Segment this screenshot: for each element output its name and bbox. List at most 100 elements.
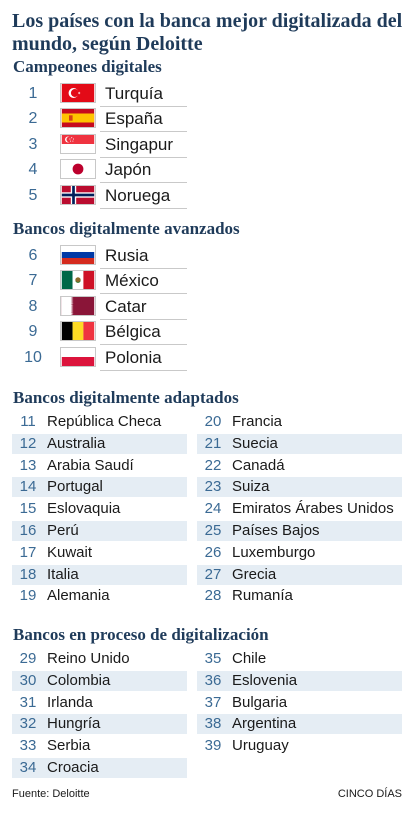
rank-number: 9 xyxy=(28,323,38,341)
section-title-process: Bancos en proceso de digitalización xyxy=(13,625,269,644)
rank-number: 11 xyxy=(20,413,36,430)
country-name: Irlanda xyxy=(47,693,93,711)
row-divider xyxy=(100,344,187,346)
section-title-adapted: Bancos digitalmente adaptados xyxy=(13,388,239,407)
table-row: 16 Perú xyxy=(12,521,187,541)
table-row: 33 Serbia xyxy=(12,736,187,756)
country-name: Eslovenia xyxy=(232,671,298,689)
table-row: 36 Eslovenia xyxy=(197,670,402,691)
table-row: 20 Francia xyxy=(197,412,402,432)
norway-flag xyxy=(60,184,96,205)
rank-number: 38 xyxy=(204,715,222,733)
japan-flag xyxy=(60,159,96,180)
ranking-row: 6 Rusia xyxy=(0,244,195,269)
rank-number: 28 xyxy=(204,587,222,605)
poland-flag xyxy=(60,346,96,367)
table-row: 24 Emiratos Árabes Unidos xyxy=(197,499,402,519)
ranking-row: 10 Polonia xyxy=(0,346,195,371)
rank-number: 30 xyxy=(19,671,37,689)
country-name: España xyxy=(105,109,163,129)
rank-number: 33 xyxy=(19,737,37,755)
country-name: Kuwait xyxy=(47,543,93,561)
russia-flag xyxy=(60,245,96,265)
source-note: Fuente: Deloitte xyxy=(12,788,90,800)
country-name: Reino Unido xyxy=(47,650,130,667)
belgium-flag xyxy=(60,321,96,342)
ranking-row: 4 Japón xyxy=(0,158,195,184)
rank-number: 22 xyxy=(204,456,222,474)
rank-number: 31 xyxy=(19,693,37,711)
table-row: 37 Bulgaria xyxy=(197,693,402,713)
country-name: Países Bajos xyxy=(232,522,320,539)
rank-number: 18 xyxy=(19,565,37,583)
rank-number: 39 xyxy=(204,737,222,755)
table-row: 39 Uruguay xyxy=(197,736,402,756)
country-name: Francia xyxy=(232,413,283,430)
country-name: Turquía xyxy=(105,84,163,103)
rank-number: 3 xyxy=(28,135,38,153)
country-name: Portugal xyxy=(47,478,103,496)
country-name: Uruguay xyxy=(232,737,289,755)
rank-number: 26 xyxy=(204,543,222,561)
rank-number: 12 xyxy=(19,434,37,452)
country-name: Rumanía xyxy=(232,587,293,605)
rank-number: 37 xyxy=(204,693,222,711)
country-name: Australia xyxy=(47,434,106,452)
ranking-row: 3 Singapur xyxy=(0,133,195,158)
table-row: 32 Hungría xyxy=(12,714,187,735)
rank-number: 17 xyxy=(19,543,37,561)
table-row: 38 Argentina xyxy=(197,714,402,735)
rank-number: 25 xyxy=(204,522,222,539)
table-row: 26 Luxemburgo xyxy=(197,543,402,563)
country-name: Bulgaria xyxy=(232,693,288,711)
table-row: 18 Italia xyxy=(12,564,187,585)
row-divider xyxy=(100,293,187,295)
country-name: Emiratos Árabes Unidos xyxy=(232,500,394,518)
brand-logo: CINCO DÍAS xyxy=(337,788,402,800)
country-name: Grecia xyxy=(232,565,277,583)
row-divider xyxy=(100,268,187,269)
ranking-row: 9 Bélgica xyxy=(0,320,195,346)
rank-number: 35 xyxy=(204,650,222,667)
country-name: Italia xyxy=(47,565,79,583)
rank-number: 23 xyxy=(204,478,222,496)
table-row: 34 Croacia xyxy=(12,758,187,778)
table-row: 31 Irlanda xyxy=(12,693,187,713)
country-name: Canadá xyxy=(232,456,285,474)
page-title: Los países con la banca mejor digitaliza… xyxy=(12,10,403,55)
table-row: 12 Australia xyxy=(12,433,187,454)
rank-number: 10 xyxy=(24,348,42,366)
table-row: 35 Chile xyxy=(197,649,402,669)
rank-number: 14 xyxy=(19,478,37,496)
rank-number: 24 xyxy=(204,500,222,518)
rank-number: 27 xyxy=(204,565,222,583)
ranking-row: 5 Noruega xyxy=(0,184,195,209)
rank-number: 15 xyxy=(19,500,37,518)
table-row: 14 Portugal xyxy=(12,477,187,498)
row-divider xyxy=(100,207,187,209)
table-row: 22 Canadá xyxy=(197,456,402,476)
country-name: Eslovaquia xyxy=(47,500,121,518)
rank-number: 21 xyxy=(204,434,222,452)
country-name: Hungría xyxy=(47,715,101,733)
table-row: 13 Arabia Saudí xyxy=(12,456,187,476)
section-title-advanced: Bancos digitalmente avanzados xyxy=(13,219,240,238)
rank-number: 34 xyxy=(19,759,37,776)
country-name: Noruega xyxy=(105,185,171,205)
table-row: 30 Colombia xyxy=(12,670,187,691)
ranking-row: 2 España xyxy=(0,107,195,133)
table-row: 17 Kuwait xyxy=(12,543,187,563)
country-name: Serbia xyxy=(47,737,91,755)
table-row: 27 Grecia xyxy=(197,564,402,585)
country-name: Polonia xyxy=(105,347,162,367)
rank-number: 29 xyxy=(19,650,37,667)
country-name: Singapur xyxy=(105,134,174,154)
country-name: Chile xyxy=(232,650,267,667)
country-name: Croacia xyxy=(47,759,99,776)
table-row: 11 República Checa xyxy=(12,412,187,432)
rank-number: 20 xyxy=(204,413,222,430)
rank-number: 19 xyxy=(19,587,37,605)
row-divider xyxy=(100,369,187,371)
country-name: Japón xyxy=(105,160,152,180)
singapore-flag xyxy=(60,133,96,154)
